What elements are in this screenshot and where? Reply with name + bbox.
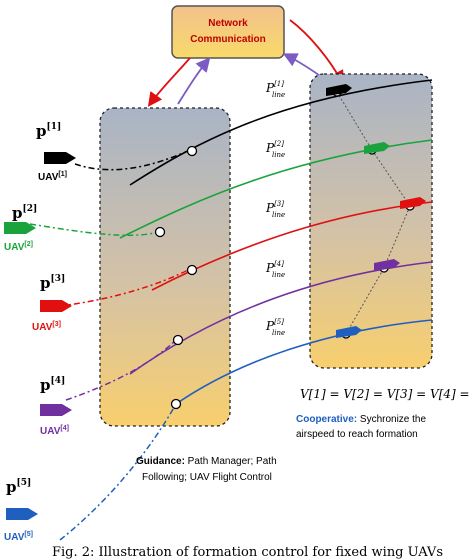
formation-uav-3-icon	[400, 197, 426, 209]
uav-5: p[5] UAV[5]	[4, 478, 38, 543]
figure-caption: Fig. 2: Illustration of formation contro…	[52, 545, 443, 560]
approach-path-3	[59, 267, 193, 307]
uav-1-label: UAV[1]	[38, 171, 67, 183]
uav-5-icon	[6, 508, 38, 520]
path-line-3	[151, 201, 433, 291]
path-label-3: P[3] line	[265, 200, 285, 219]
formation-link	[336, 91, 411, 335]
uav-5-label: UAV[5]	[4, 531, 33, 543]
path-line-1	[129, 79, 433, 186]
uav-2-label: UAV[2]	[4, 241, 33, 253]
path-label-2: P[2] line	[265, 140, 285, 159]
guidance-panel	[99, 107, 231, 427]
waypoint-5	[170, 398, 182, 410]
arrow-network-to-guidance	[147, 57, 191, 107]
guidance-text-line2: Following; UAV Flight Control	[142, 472, 272, 483]
formation-uavs	[326, 84, 426, 338]
uav-3-icon	[40, 300, 72, 312]
uav-3: p[3] UAV[3]	[32, 274, 72, 333]
cooperative-text-line2: airspeed to reach formation	[296, 429, 418, 440]
waypoint-2	[154, 226, 166, 238]
formation-uav-2-icon	[364, 142, 390, 154]
uav-4-label: UAV[4]	[40, 425, 69, 437]
formation-uav-4-icon	[374, 259, 400, 271]
p5-label: p[5]	[6, 478, 31, 496]
uav-1-icon	[44, 152, 76, 164]
waypoint-3	[186, 264, 198, 276]
p4-label: p[4]	[40, 376, 65, 394]
uav-4: p[4] UAV[4]	[40, 376, 72, 437]
approach-path-2	[29, 223, 159, 237]
network-label-line2: Communication	[190, 34, 266, 45]
waypoint-4	[172, 334, 184, 346]
path-line-5	[175, 319, 433, 405]
uav-2-icon	[4, 222, 36, 234]
cooperative-text-line1: Cooperative: Sychronize the	[296, 414, 426, 425]
p2-label: p[2]	[12, 204, 37, 222]
waypoint-1	[186, 145, 198, 157]
network-communication-box: Network Communication	[171, 5, 285, 59]
airspeed-equation: V[1] = V[2] = V[3] = V[4] = V[5]	[300, 387, 474, 401]
path-label-4: P[4] line	[265, 260, 285, 279]
network-label-line1: Network	[208, 18, 248, 29]
p3-label: p[3]	[40, 274, 65, 292]
p1-label: p[1]	[36, 122, 61, 140]
formation-uav-5-icon	[336, 326, 362, 338]
path-label-1: P[1] line	[265, 80, 285, 99]
uav-2: p[2] UAV[2]	[4, 204, 37, 253]
path-labels: P[1] line P[2] line P[3] line P[4] line P[5]…	[265, 80, 285, 337]
formation-uav-1-icon	[326, 84, 352, 96]
approach-path-4	[65, 339, 177, 401]
approach-path-5	[59, 403, 177, 541]
guidance-text-line1: Guidance: Path Manager; Path	[136, 456, 277, 467]
cooperative-panel	[309, 73, 433, 369]
approach-path-1	[74, 149, 191, 171]
uav-3-label: UAV[3]	[32, 321, 61, 333]
uav-4-icon	[40, 404, 72, 416]
uav-1: p[1] UAV[1]	[36, 122, 76, 183]
path-label-5: P[5] line	[265, 318, 285, 337]
arrow-guidance-to-network	[177, 57, 211, 105]
